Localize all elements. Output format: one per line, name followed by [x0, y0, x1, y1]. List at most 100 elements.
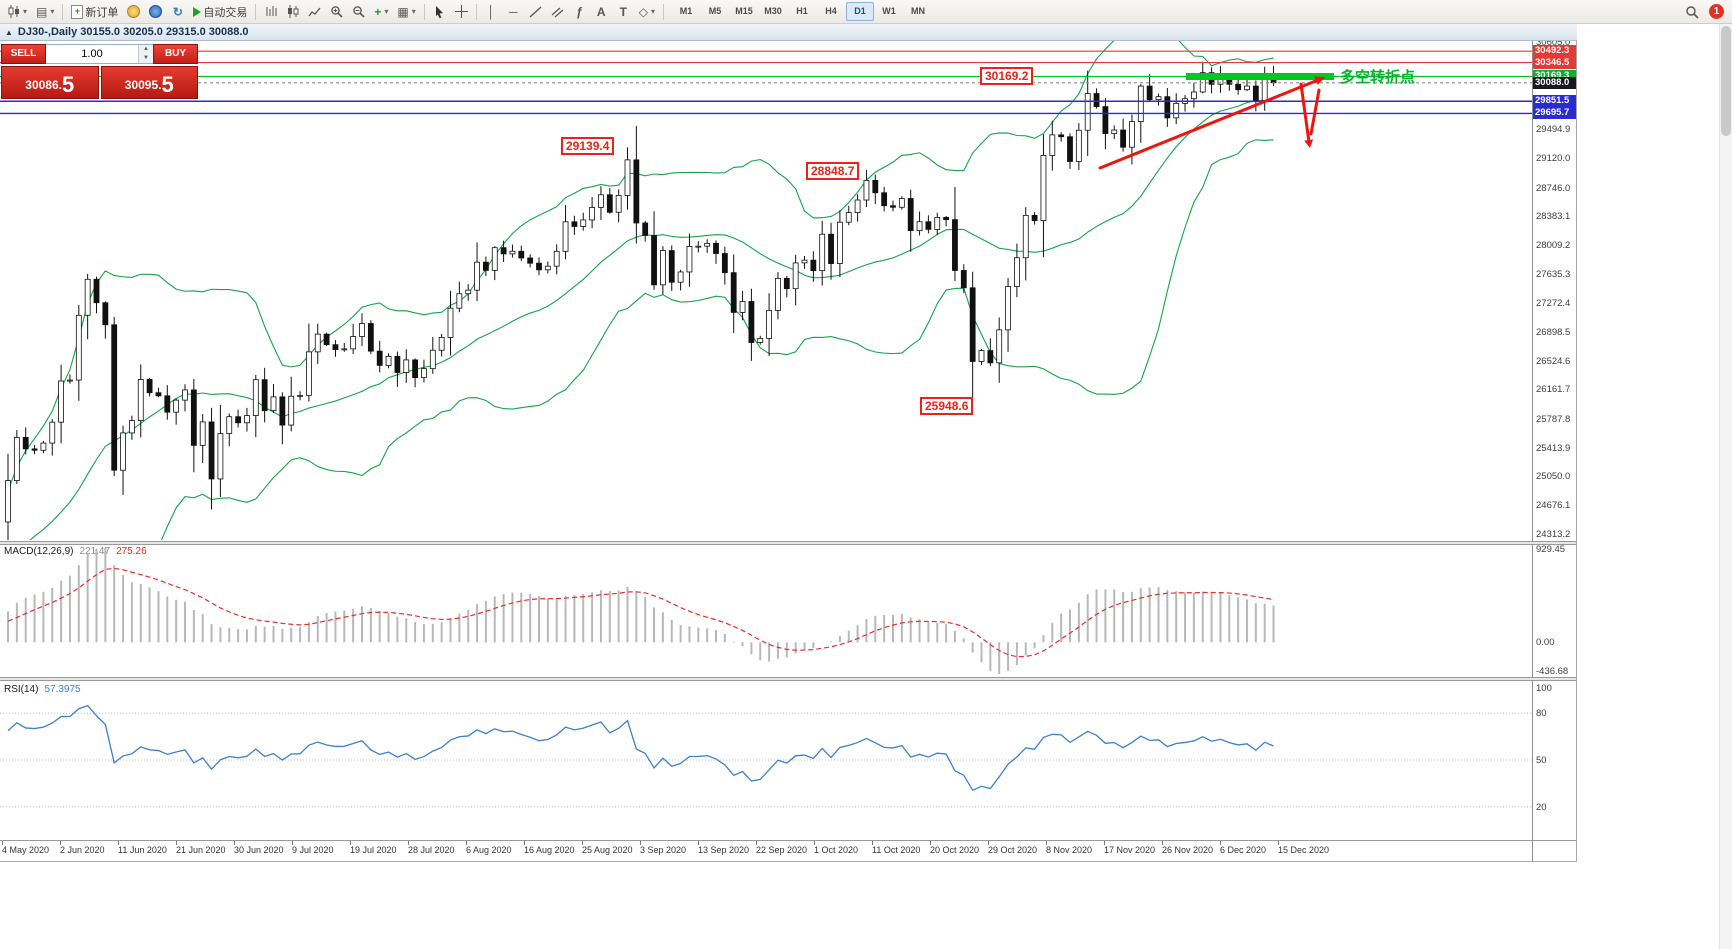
trendline-button[interactable] — [525, 2, 546, 22]
timeframe-d1[interactable]: D1 — [846, 2, 875, 21]
fibonacci-button[interactable]: ƒ — [569, 2, 590, 22]
time-axis-tick — [930, 841, 931, 845]
time-axis-label: 11 Jun 2020 — [118, 845, 167, 855]
indicators-button[interactable]: + ▾ — [370, 2, 392, 22]
price-level-chip: 30492.3 — [1533, 45, 1576, 58]
bar-chart-button[interactable] — [260, 2, 281, 22]
toolbar-right-cluster: 1 — [1681, 2, 1728, 22]
price-axis-labels: 929.45 0.00 -436.68 30492.330346.530169.… — [1532, 41, 1576, 840]
time-axis-label: 1 Oct 2020 — [814, 845, 859, 855]
panel-splitter-rsi[interactable] — [0, 677, 1576, 681]
toolbar-separator — [423, 3, 425, 20]
grid-icon: ▦ — [397, 4, 409, 19]
rsi-value: 57.3975 — [44, 684, 81, 695]
label-button[interactable]: T — [613, 2, 634, 22]
time-axis-label: 16 Aug 2020 — [524, 845, 575, 855]
macd-axis-min: -436.68 — [1536, 666, 1569, 677]
time-axis-label: 28 Jul 2020 — [408, 845, 455, 855]
toolbar-separator — [62, 3, 64, 20]
price-axis-label: 24313.2 — [1536, 528, 1571, 540]
price-axis-label: 26161.7 — [1536, 384, 1571, 396]
time-axis-tick — [640, 841, 641, 845]
buy-price-button[interactable]: 30095. 5 — [100, 66, 198, 99]
coins-button[interactable] — [123, 2, 144, 22]
time-axis-label: 6 Dec 2020 — [1220, 845, 1267, 855]
timeframe-m1[interactable]: M1 — [679, 6, 693, 16]
buy-price-pip: 5 — [161, 72, 174, 97]
buy-button[interactable]: BUY — [153, 44, 198, 64]
new-order-button[interactable]: + 新订单 — [67, 2, 122, 22]
trendline-drawing — [1098, 78, 1320, 170]
panel-splitter-macd[interactable] — [0, 541, 1576, 545]
dropdown-caret-icon: ▾ — [411, 7, 416, 16]
timeframe-m5[interactable]: M5 — [708, 6, 722, 16]
line-chart-icon — [308, 7, 321, 16]
refresh-button[interactable]: ↻ — [167, 2, 188, 22]
notification-badge[interactable]: 1 — [1709, 4, 1724, 19]
price-callout-29139: 29139.4 — [561, 137, 615, 155]
rsi-axis-label: 100 — [1536, 683, 1552, 694]
zoom-out-button[interactable] — [348, 2, 369, 22]
text-button[interactable]: A — [591, 2, 612, 22]
crosshair-button[interactable] — [451, 2, 472, 22]
vertical-scrollbar[interactable] — [1719, 24, 1732, 949]
price-callout-30169: 30169.2 — [980, 67, 1034, 85]
volume-value[interactable]: 1.00 — [81, 48, 103, 60]
timeframe-m30[interactable]: M30 — [764, 6, 782, 16]
macd-name: MACD(12,26,9) — [4, 546, 74, 557]
volume-decrease-button[interactable]: ▼ — [139, 54, 153, 63]
candle-chart-button[interactable] — [282, 2, 303, 22]
shapes-button[interactable]: ◇ ▾ — [635, 2, 659, 22]
templates-button[interactable]: ▦ ▾ — [393, 2, 419, 22]
vertical-line-icon: │ — [487, 4, 496, 19]
horizontal-line-button[interactable]: ─ — [503, 2, 524, 22]
time-axis-tick — [118, 841, 119, 845]
volume-increase-button[interactable]: ▲ — [139, 45, 153, 54]
fibonacci-icon: ƒ — [575, 4, 583, 19]
chart-title-bar: ▲ DJ30-,Daily 30155.0 30205.0 29315.0 300… — [0, 24, 1577, 41]
sell-price-button[interactable]: 30086. 5 — [1, 66, 99, 99]
volume-field[interactable]: 1.00 ▲ ▼ — [46, 44, 153, 64]
trendline-arrowhead — [1314, 76, 1326, 85]
new-chart-button[interactable]: ▾ — [4, 2, 31, 22]
profiles-icon: ▤ — [36, 4, 48, 19]
community-button[interactable] — [145, 2, 166, 22]
line-chart-button[interactable] — [304, 2, 325, 22]
timeframe-m15[interactable]: M15 — [735, 6, 753, 16]
timeframe-h1[interactable]: H1 — [796, 6, 808, 16]
play-icon — [193, 6, 202, 17]
time-axis-label: 11 Oct 2020 — [872, 845, 921, 855]
time-axis-label: 19 Jul 2020 — [350, 845, 397, 855]
scrollbar-thumb[interactable] — [1721, 26, 1731, 136]
sell-button[interactable]: SELL — [1, 44, 46, 64]
time-axis-label: 29 Oct 2020 — [988, 845, 1038, 855]
timeframe-h4[interactable]: H4 — [825, 6, 837, 16]
down-arrow-drawing — [1299, 82, 1311, 144]
macd-label: MACD(12,26,9) 221.47 275.26 — [4, 546, 147, 557]
dropdown-caret-icon: ▾ — [651, 7, 656, 16]
zoom-in-button[interactable] — [326, 2, 347, 22]
cursor-button[interactable] — [429, 2, 450, 22]
autotrade-label: 自动交易 — [203, 6, 248, 19]
price-level-chip: 29695.7 — [1533, 107, 1576, 120]
sell-price-pip: 5 — [61, 72, 75, 97]
price-axis-label: 24676.1 — [1536, 500, 1571, 512]
time-axis-label: 30 Jun 2020 — [234, 845, 284, 855]
vertical-line-button[interactable]: │ — [481, 2, 502, 22]
bar-chart-icon — [266, 6, 277, 16]
search-button[interactable] — [1681, 2, 1703, 22]
time-axis-tick — [1220, 841, 1221, 845]
timeframe-mn[interactable]: MN — [911, 6, 926, 16]
time-axis-label: 9 Jul 2020 — [292, 845, 334, 855]
chart-profiles-button[interactable]: ▤ ▾ — [32, 2, 58, 22]
time-axis-tick — [582, 841, 583, 845]
timeframe-w1[interactable]: W1 — [882, 6, 896, 16]
down-arrow-second-stroke — [1309, 88, 1321, 136]
trendline-icon — [529, 6, 542, 17]
channel-button[interactable] — [547, 2, 568, 22]
autotrade-button[interactable]: 自动交易 — [189, 2, 251, 22]
rsi-axis-label: 80 — [1536, 708, 1547, 720]
rsi-axis-label: 50 — [1536, 755, 1547, 766]
